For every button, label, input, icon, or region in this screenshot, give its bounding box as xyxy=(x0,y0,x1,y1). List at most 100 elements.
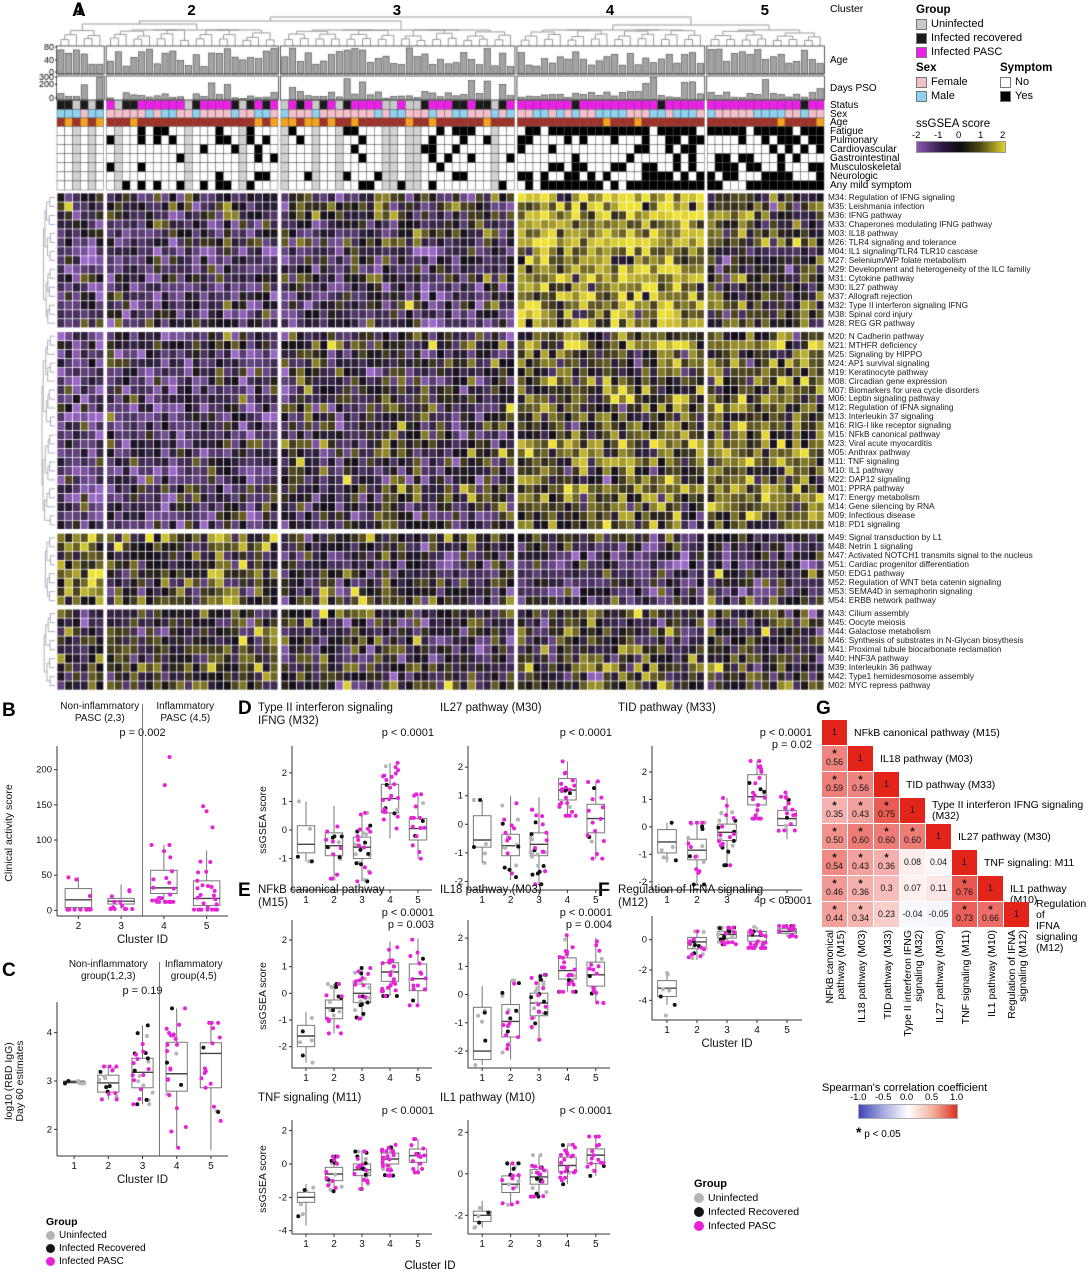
svg-text:200: 200 xyxy=(36,765,52,776)
corr-col-label: IL18 pathway (M03) xyxy=(855,930,868,1023)
heatmap-row-label: M48: Netrin 1 signaling xyxy=(828,541,913,552)
corr-cell: * 0.60 xyxy=(848,824,873,849)
heatmap-row-label: M14: Gene silencing by RNA xyxy=(828,501,935,512)
boxplot-panel-E4: IL1 pathway (M10) p < 0.0001 -2 0 2 1 2 3 4 5 xyxy=(438,1088,616,1260)
corr-col-label: IL1 pathway (M10) xyxy=(985,930,998,1017)
corr-cell: 0.04 xyxy=(926,850,951,875)
corr-value: 1 xyxy=(988,883,993,893)
svg-text:1: 1 xyxy=(303,1073,309,1084)
svg-text:Inflammatory: Inflammatory xyxy=(156,701,214,712)
heatmap-row-label: M26: TLR4 signaling and tolerance xyxy=(828,236,957,247)
symptom-track-label: Fatigue xyxy=(830,126,864,137)
corr-cell: * 0.43 xyxy=(848,850,873,875)
corr-value: 0.3 xyxy=(880,883,893,893)
heatmap-row-label: M11: TNF signaling xyxy=(828,456,900,467)
boxplot-panel-B: Non-inflammatory PASC (2,3) Inflammatory PA… xyxy=(2,698,240,956)
track-label-age: Age xyxy=(830,117,848,128)
svg-text:-4: -4 xyxy=(639,995,647,1006)
corr-cell: 1 xyxy=(900,798,925,823)
corr-col-label: TID pathway (M33) xyxy=(881,930,894,1020)
ssgsea-tick: -2 xyxy=(912,130,921,141)
symptom-legend: Symptom No Yes xyxy=(1000,62,1052,102)
legend-label: Infected PASC xyxy=(708,1220,777,1232)
corr-value: 1 xyxy=(1014,909,1019,919)
svg-text:2: 2 xyxy=(694,1025,700,1036)
panel-b-label: B xyxy=(2,700,16,721)
corr-value: 0.56 xyxy=(851,782,870,793)
boxplot-panel-D1: Type II interferon signaling IFNG (M32) p … xyxy=(256,698,438,908)
svg-text:IL18 pathway (M03): IL18 pathway (M03) xyxy=(440,884,542,896)
heatmap-row-label: M52: Regulation of WNT beta catenin sign… xyxy=(828,577,1002,588)
corr-value: 0.75 xyxy=(877,808,896,819)
corr-cell: -0.05 xyxy=(926,902,951,927)
corr-value: 0.04 xyxy=(929,857,948,867)
svg-text:0: 0 xyxy=(282,1159,287,1170)
heatmap-row-label: M18: PD1 signaling xyxy=(828,519,900,530)
heatmap-row-label: M43: Cilium assembly xyxy=(828,608,910,619)
svg-text:4: 4 xyxy=(47,1028,52,1039)
svg-text:1: 1 xyxy=(458,961,463,972)
svg-text:3: 3 xyxy=(118,921,124,932)
svg-text:2: 2 xyxy=(508,1239,514,1250)
corr-value: 1 xyxy=(858,753,863,763)
boxplot-svg-F: Regulation of IFNA signaling(M12) p < 0.0… xyxy=(618,884,812,1050)
corr-cell: * 0.73 xyxy=(952,902,977,927)
sig-star: * xyxy=(988,903,993,916)
svg-text:NFkB canonical pathway: NFkB canonical pathway xyxy=(258,884,385,896)
corr-value: 0.60 xyxy=(877,834,896,845)
heatmap-row-label: M09: Infectious disease xyxy=(828,510,916,521)
corr-value: 0.36 xyxy=(877,860,896,871)
legend-label: Uninfected xyxy=(708,1192,759,1204)
corr-value: 0.60 xyxy=(851,834,870,845)
heatmap-row-label: M49: Signal transduction by L1 xyxy=(828,532,942,543)
boxplot-panel-D3: TID pathway (M33) p < 0.0001 p = 0.02 -2 -1 0… xyxy=(616,698,816,908)
svg-text:2: 2 xyxy=(331,895,337,906)
svg-text:5: 5 xyxy=(204,921,210,932)
ssgsea-legend: ssGSEA score -2 -1 0 1 2 xyxy=(912,118,1006,153)
heatmap-row-label: M45: Oocyte meiosis xyxy=(828,617,906,628)
svg-text:TID pathway (M33): TID pathway (M33) xyxy=(618,702,716,714)
heatmap-row-label: M50: EDG1 pathway xyxy=(828,568,905,579)
heatmap-row-label: M07: Biomarkers for urea cycle disorders xyxy=(828,384,980,395)
corr-cell: * 0.34 xyxy=(848,902,873,927)
cluster-track-label: Cluster xyxy=(830,3,864,15)
track-label-status: Status xyxy=(830,100,859,111)
panel-g-label: G xyxy=(816,698,831,719)
svg-text:5: 5 xyxy=(415,1239,421,1250)
pasc-swatch xyxy=(916,46,927,58)
legend-label: Infected PASC xyxy=(59,1256,124,1267)
sig-star: * xyxy=(832,877,837,890)
corr-cell: 0.23 xyxy=(874,902,899,927)
age-track-label: Age xyxy=(830,55,848,66)
heatmap-row-label: M17: Energy metabolism xyxy=(828,492,920,503)
heatmap-row-label: M53: SEMA4D in semaphorin signaling xyxy=(828,586,973,597)
uninfected-swatch xyxy=(916,18,927,30)
heatmap-row-label: M28: REG GR pathway xyxy=(828,317,915,328)
corr-value: 0.60 xyxy=(903,834,922,845)
svg-text:PASC (2,3): PASC (2,3) xyxy=(75,713,125,724)
panel-c-label: C xyxy=(2,960,16,981)
corr-cell: * 0.56 xyxy=(822,746,847,771)
heatmap-row-label: M04: IL1 signaling/TLR4 TLR10 cascase xyxy=(828,245,978,256)
sig-star: * xyxy=(832,903,837,916)
corr-cell: * 0.56 xyxy=(848,772,873,797)
spearman-tick: -1.0 xyxy=(850,1092,867,1103)
svg-text:-1: -1 xyxy=(279,1015,287,1026)
corr-row-label: IL1 pathway (M10) xyxy=(1010,882,1067,906)
svg-text:3: 3 xyxy=(536,1073,542,1084)
uninfected-dot xyxy=(694,1193,704,1203)
svg-text:1: 1 xyxy=(282,962,287,973)
ssgsea-tick: -1 xyxy=(934,130,943,141)
heatmap-row-label: M38: Spinal cord injury xyxy=(828,308,913,319)
svg-text:p = 0.02: p = 0.02 xyxy=(772,739,812,751)
svg-text:3: 3 xyxy=(724,895,730,906)
svg-text:3: 3 xyxy=(140,1161,146,1172)
legend-label: Infected Recovered xyxy=(59,1243,146,1254)
corr-row-label: Regulation of IFNA signaling (M12) xyxy=(1036,897,1087,954)
cluster-id-axis-label: Cluster ID xyxy=(404,1260,456,1272)
symptom-track-label: Pulmonary xyxy=(830,135,878,147)
svg-text:ssGSEA score: ssGSEA score xyxy=(257,786,269,854)
spearman-tick: 1.0 xyxy=(950,1092,964,1103)
